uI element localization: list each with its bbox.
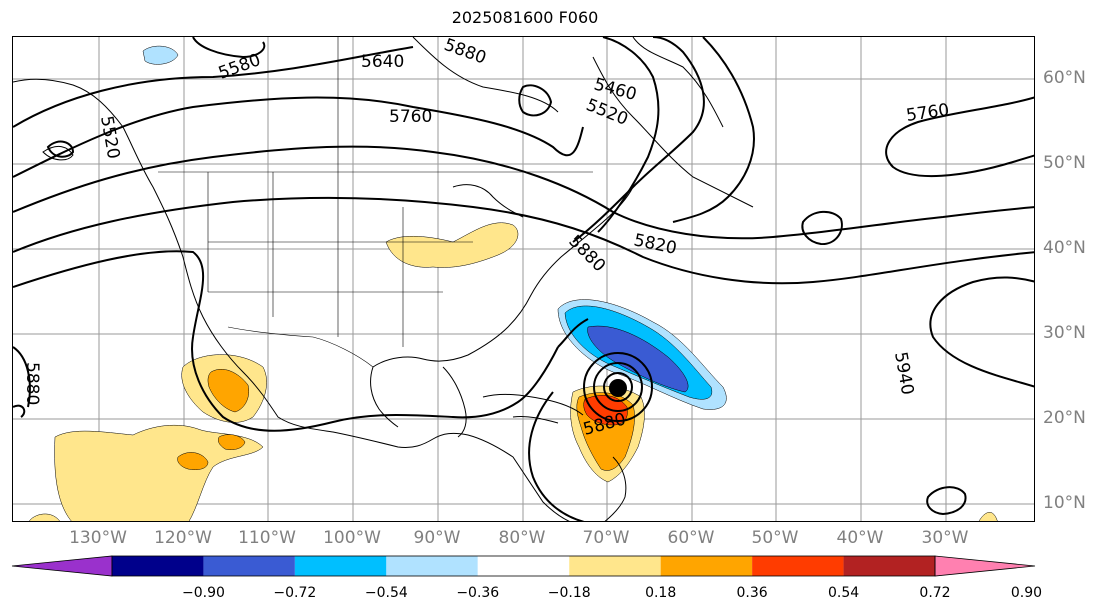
colorbar-tick-label: 0.18 (645, 585, 677, 601)
anomaly-shading (29, 45, 998, 521)
lon-label: 30°W (921, 528, 969, 548)
colorbar-tick-label: −0.54 (364, 585, 408, 601)
lon-label: 110°W (238, 528, 296, 548)
colorbar-tick-label: 0.36 (736, 585, 768, 601)
lat-label: 50°N (1043, 153, 1086, 173)
colorbar-tick-label: −0.36 (456, 585, 500, 601)
lon-label: 60°W (667, 528, 715, 548)
lon-label: 40°W (836, 528, 884, 548)
lat-label: 40°N (1043, 238, 1086, 258)
colorbar-tick-label: −0.90 (181, 585, 225, 601)
colorbar-tick-label: 0.72 (919, 585, 951, 601)
lon-label: 90°W (413, 528, 461, 548)
colorbar-segment (843, 556, 935, 576)
colorbar-segment (660, 556, 753, 576)
colorbar-extend-min (11, 555, 113, 577)
lon-label: 100°W (323, 528, 381, 548)
colorbar-segment (569, 556, 661, 576)
lat-label: 20°N (1043, 408, 1086, 428)
storm-center-marker (609, 379, 627, 397)
height-contours (13, 37, 1034, 521)
colorbar-segment (752, 556, 844, 576)
colorbar-segment (112, 556, 204, 576)
contour-label: 5940 (890, 350, 917, 396)
colorbar (11, 555, 1036, 577)
colorbar-segments (11, 555, 1036, 577)
contour-label: 5880 (441, 37, 488, 68)
colorbar-segment (477, 556, 570, 576)
colorbar-extend-max (934, 555, 1036, 577)
lon-label: 120°W (154, 528, 212, 548)
map-panel: 5640 5760 5580 5460 5520 5760 5820 5880 … (12, 36, 1035, 522)
contour-label: 5640 (361, 52, 404, 72)
colorbar-tick-label: −0.18 (547, 585, 591, 601)
lat-label: 30°N (1043, 323, 1086, 343)
contour-label: 5760 (389, 107, 432, 127)
lat-label: 60°N (1043, 68, 1086, 88)
political-borders (158, 37, 593, 368)
colorbar-tick-label: 0.90 (1010, 585, 1043, 601)
map-title: 2025081600 F060 (451, 8, 599, 27)
colorbar-segment (294, 556, 387, 576)
map-canvas: 5640 5760 5580 5460 5520 5760 5820 5880 … (13, 37, 1034, 521)
colorbar-segment (386, 556, 478, 576)
colorbar-tick-label: −0.72 (273, 585, 317, 601)
graticule (13, 37, 1034, 521)
lon-label: 80°W (498, 528, 546, 548)
colorbar-segment (203, 556, 295, 576)
lon-label: 130°W (69, 528, 127, 548)
lon-label: 70°W (582, 528, 630, 548)
contour-label: 5760 (905, 100, 951, 126)
lat-label: 10°N (1043, 493, 1086, 513)
lon-label: 50°W (751, 528, 799, 548)
colorbar-tick-label: 0.54 (827, 585, 860, 601)
contour-label: 5880 (22, 362, 42, 405)
